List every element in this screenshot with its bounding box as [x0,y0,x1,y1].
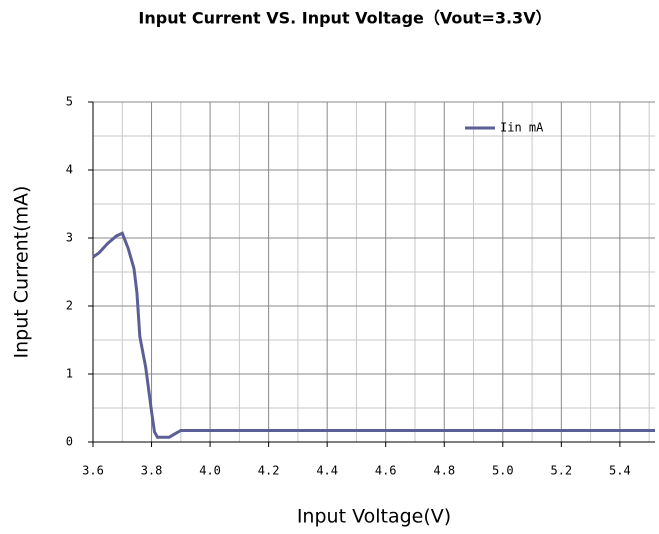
x-tick-label: 5.4 [609,464,631,478]
y-tick-label: 4 [66,163,73,177]
x-tick-label: 4.4 [316,464,338,478]
y-tick-label: 5 [66,95,73,109]
y-tick-label: 0 [66,435,73,449]
x-tick-label: 4.6 [375,464,397,478]
x-tick-label: 4.2 [258,464,280,478]
x-tick-label: 4.0 [199,464,221,478]
y-tick-label: 1 [66,367,73,381]
y-axis-label: Input Current(mA) [11,186,33,359]
y-tick-label: 3 [66,231,73,245]
x-tick-label: 5.2 [550,464,572,478]
x-tick-label: 5.0 [492,464,514,478]
data-line [92,231,655,439]
x-tick-label: 3.8 [141,464,163,478]
chart-title: Input Current VS. Input Voltage（Vout=3.3… [138,9,551,28]
x-tick-label: 3.6 [82,464,104,478]
y-tick-label: 2 [66,299,73,313]
legend-label: Iin mA [500,121,544,135]
x-axis-label: Input Voltage(V) [297,506,451,528]
x-tick-label: 4.8 [433,464,455,478]
